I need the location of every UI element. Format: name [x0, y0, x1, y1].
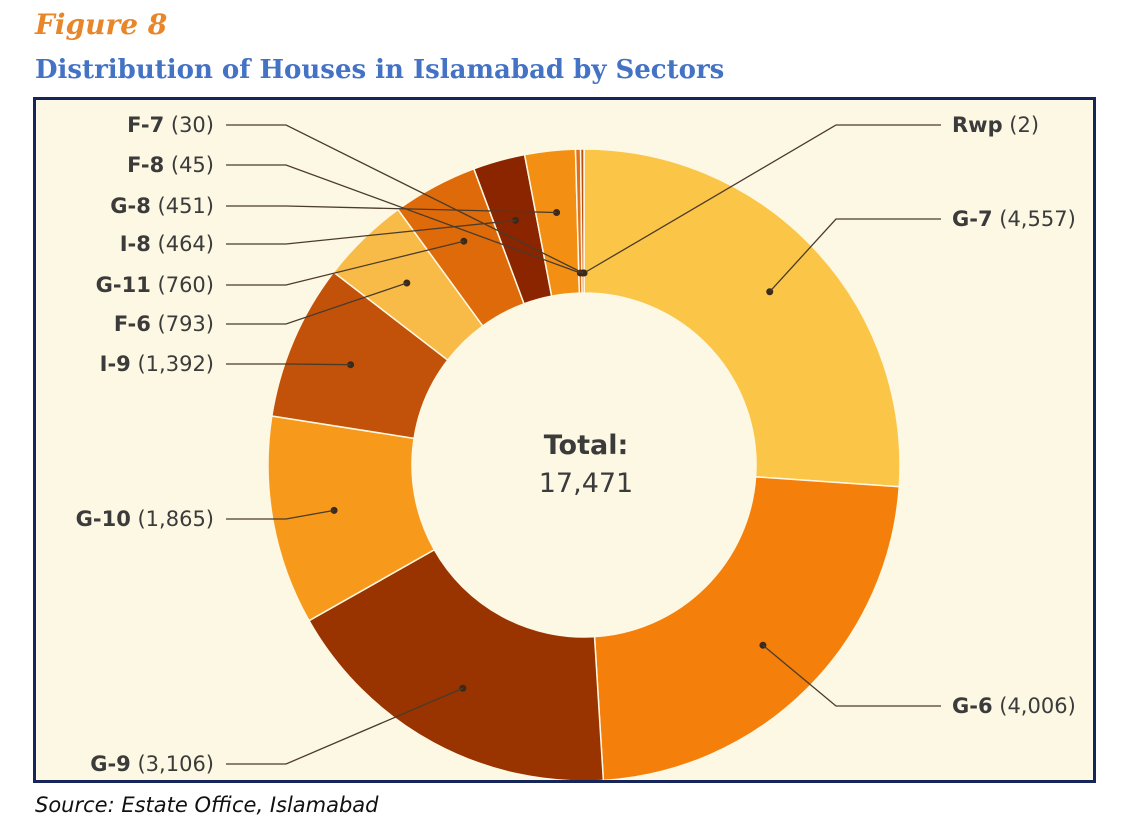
slice-label-g-10: G-10 (1,865) [76, 507, 214, 531]
slice-label-g-6: G-6 (4,006) [952, 694, 1076, 718]
leader-line-f-8 [226, 164, 581, 274]
source-note: Source: Estate Office, Islamabad [35, 793, 379, 817]
leader-line-g-6 [762, 644, 941, 707]
slice-label-g-7: G-7 (4,557) [952, 207, 1076, 231]
leader-line-i-8 [226, 219, 516, 245]
leader-line-i-9 [226, 363, 351, 366]
slice-label-g-8: G-8 (451) [110, 194, 214, 218]
donut-chart: Rwp (2) G-7 (4,557) G-6 (4,006) G-9 (3,106)… [76, 113, 1076, 780]
slice-g-9 [307, 548, 605, 780]
slice-label-f-6: F-6 (793) [114, 312, 214, 336]
slice-label-i-9: I-9 (1,392) [100, 352, 214, 376]
slice-label-i-8: I-8 (464) [120, 232, 214, 256]
leader-line-f-6 [226, 282, 408, 325]
slice-label-f-8: F-8 (45) [127, 153, 214, 177]
labels-group: Rwp (2) G-7 (4,557) G-6 (4,006) G-9 (3,106)… [76, 113, 1076, 776]
center-total-value: 17,471 [539, 468, 633, 499]
chart-title: Distribution of Houses in Islamabad by S… [35, 55, 725, 85]
leader-line-g-9 [226, 687, 464, 765]
slice-label-rwp: Rwp (2) [952, 113, 1039, 137]
leader-line-g-8 [226, 205, 557, 214]
slice-g-7 [583, 148, 901, 488]
slice-label-f-7: F-7 (30) [127, 113, 214, 137]
leader-line-f-7 [226, 124, 584, 274]
slice-label-g-11: G-11 (760) [96, 273, 214, 297]
slice-f-7 [579, 148, 585, 294]
figure-label: Figure 8 [35, 8, 168, 41]
leader-dot-i-8 [512, 216, 520, 224]
chart-frame: Rwp (2) G-7 (4,557) G-6 (4,006) G-9 (3,106)… [33, 97, 1096, 783]
leader-line-rwp [583, 124, 941, 274]
leader-line-g-11 [226, 240, 465, 286]
leader-line-g-7 [769, 218, 941, 293]
slices-group [267, 148, 901, 780]
slice-label-g-9: G-9 (3,106) [90, 752, 214, 776]
slice-g-6 [593, 476, 901, 780]
leader-lines-group [226, 124, 941, 765]
leader-line-g-10 [226, 509, 335, 520]
center-total-title: Total: [544, 430, 629, 461]
leader-dot-f-7 [579, 269, 587, 277]
